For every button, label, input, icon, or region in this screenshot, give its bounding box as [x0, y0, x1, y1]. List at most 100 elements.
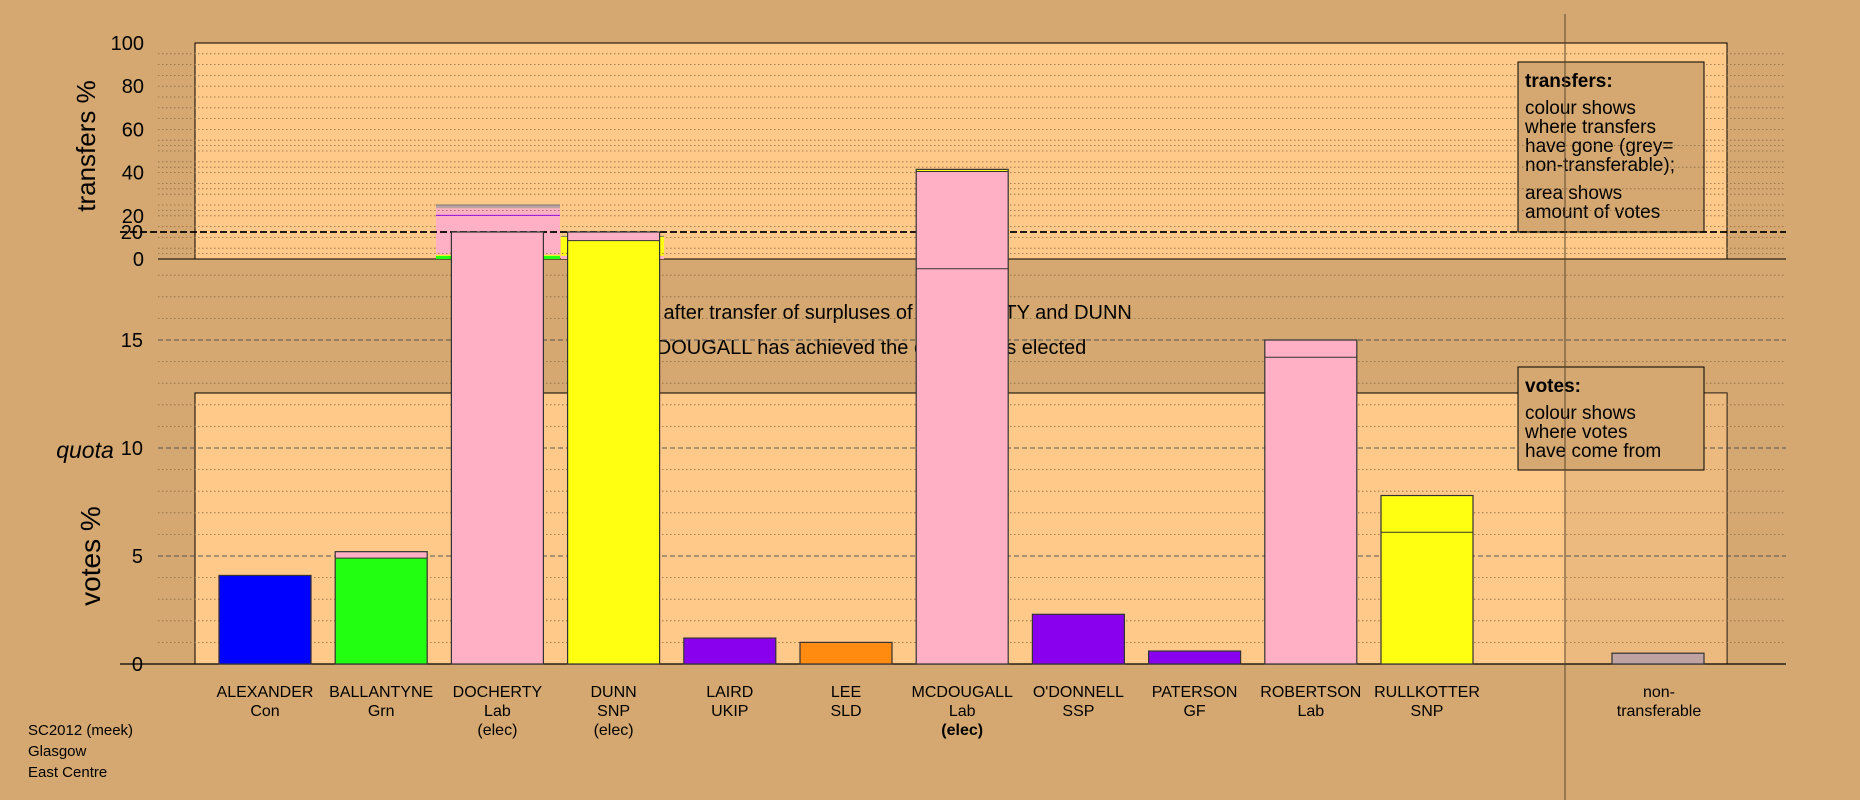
- vote-bar-outline: [334, 551, 428, 665]
- stage-title: stage 2 - after transfer of surpluses of…: [580, 302, 1132, 324]
- candidate-name: DUNN: [590, 684, 636, 701]
- transfers-legend-line: have gone (grey=: [1525, 136, 1673, 157]
- candidate-status: (elec): [477, 722, 517, 739]
- vote-segment: [916, 171, 1009, 269]
- transfers-tick-label: 100: [111, 33, 144, 55]
- transfers-legend-line: colour shows: [1525, 98, 1636, 119]
- candidate-name: ALEXANDER: [217, 684, 314, 701]
- candidate-name: RULLKOTTER: [1374, 684, 1480, 701]
- candidate-name: DOCHERTY: [453, 684, 543, 701]
- transfers-legend-title: transfers:: [1525, 71, 1613, 92]
- nontransferable-label: non-: [1643, 684, 1675, 701]
- vote-segment: [1381, 495, 1473, 533]
- votes-legend: votes: colour shows where votes have com…: [1517, 366, 1705, 471]
- candidate-party: GF: [1183, 703, 1205, 720]
- votes-axis-label: votes %: [75, 506, 106, 606]
- vote-bar-outline: [218, 574, 312, 665]
- vote-segment: [335, 551, 428, 559]
- votes-tick-label: 10: [121, 438, 143, 460]
- votes-legend-box: [1517, 366, 1705, 471]
- vote-segment: [683, 638, 776, 664]
- candidate-name: BALLANTYNE: [329, 684, 433, 701]
- transfers-tick-labels: 0 20 40 60 80 100: [111, 33, 144, 271]
- candidate-name: LEE: [831, 684, 861, 701]
- votes-legend-title: votes:: [1525, 376, 1581, 397]
- vote-bar-outline: [450, 231, 544, 665]
- candidate-name: LAIRD: [706, 684, 753, 701]
- transfer-segment: [436, 214, 560, 216]
- vote-bar-outline: [1147, 650, 1242, 665]
- candidate-party: Con: [250, 703, 279, 720]
- transfers-tick-label: 0: [133, 249, 144, 271]
- candidate-status: (elec): [941, 722, 983, 739]
- votes-tick-label: 15: [121, 330, 143, 352]
- nontransferable-bar: [1611, 652, 1705, 665]
- transfers-tick-label: 40: [122, 163, 144, 185]
- vote-bar-outline: [566, 231, 661, 665]
- candidate-party: SLD: [830, 703, 861, 720]
- vote-bar-outline: [683, 637, 777, 665]
- vote-bar-outline: [799, 641, 893, 665]
- vote-segment: [1264, 340, 1357, 358]
- candidate-party: Lab: [484, 703, 511, 720]
- votes-panel: 0 5 10 15 20 ALEXANDER Con BALLANTYNE Grn DOCHER…: [56, 145, 1786, 739]
- transfers-tick-label: 80: [122, 76, 144, 98]
- candidate-name: PATERSON: [1152, 684, 1238, 701]
- candidate-name: ROBERTSON: [1260, 684, 1361, 701]
- vote-segment: [567, 240, 660, 664]
- stage-description: stage 2 - after transfer of surpluses of…: [580, 302, 1132, 359]
- votes-legend-line: colour shows: [1525, 403, 1636, 424]
- candidate-party: Lab: [1297, 703, 1324, 720]
- vote-segment: [800, 642, 892, 664]
- footer: SC2012 (meek) Glasgow East Centre: [28, 722, 133, 781]
- candidate-name: MCDOUGALL: [912, 684, 1013, 701]
- votes-tick-labels: 0 5 10 15 20: [121, 222, 143, 676]
- transfer-segment: [436, 205, 560, 209]
- nontransferable-label: transferable: [1617, 703, 1702, 720]
- candidate-party: Grn: [368, 703, 395, 720]
- vote-segment: [1032, 614, 1125, 664]
- votes-tick-label: 20: [121, 222, 143, 244]
- candidate-party: SSP: [1062, 703, 1094, 720]
- transfers-legend-line: amount of votes: [1525, 202, 1660, 223]
- vote-segment: [451, 232, 544, 664]
- transfers-tick-label: 60: [122, 119, 144, 141]
- footer-line: East Centre: [28, 764, 107, 781]
- vote-segment: [1264, 357, 1357, 664]
- vote-segment: [1148, 651, 1241, 664]
- candidate-status: (elec): [594, 722, 634, 739]
- candidate-party: SNP: [1411, 703, 1444, 720]
- transfers-legend-box: [1517, 61, 1705, 233]
- vote-bar-outline: [915, 168, 1009, 665]
- votes-tick-label: 0: [132, 654, 143, 676]
- vote-bars: [218, 168, 1705, 665]
- vote-segment: [916, 169, 1009, 172]
- vote-bar-outline: [1380, 494, 1474, 665]
- transfers-legend: transfers: colour shows where transfers …: [1517, 61, 1705, 233]
- votes-legend-line: have come from: [1525, 441, 1661, 462]
- candidate-party: SNP: [597, 703, 630, 720]
- footer-line: Glasgow: [28, 743, 87, 760]
- vote-segment: [567, 232, 660, 241]
- vote-segment: [335, 558, 428, 664]
- candidate-party: UKIP: [711, 703, 748, 720]
- transfers-legend-line: area shows: [1525, 183, 1622, 204]
- votes-tick-label: 5: [132, 546, 143, 568]
- transfers-axis-label: transfers %: [71, 80, 101, 212]
- vote-segment: [1381, 532, 1473, 664]
- candidate-labels: ALEXANDER Con BALLANTYNE Grn DOCHERTY Lab (ele…: [217, 684, 1702, 739]
- footer-line: SC2012 (meek): [28, 722, 133, 739]
- vote-segment: [219, 575, 311, 664]
- transfers-tick-label: 20: [122, 206, 144, 228]
- candidate-name: O'DONNELL: [1033, 684, 1124, 701]
- transfer-segment: [436, 208, 560, 215]
- vote-bar-outline: [1264, 339, 1358, 665]
- quota-label: quota: [56, 437, 114, 463]
- transfers-legend-line: non-transferable);: [1525, 155, 1675, 176]
- votes-legend-line: where votes: [1524, 422, 1627, 443]
- vote-bar-outline: [1031, 613, 1126, 665]
- vote-segment: [916, 268, 1009, 664]
- candidate-party: Lab: [949, 703, 976, 720]
- transfers-legend-line: where transfers: [1524, 117, 1656, 138]
